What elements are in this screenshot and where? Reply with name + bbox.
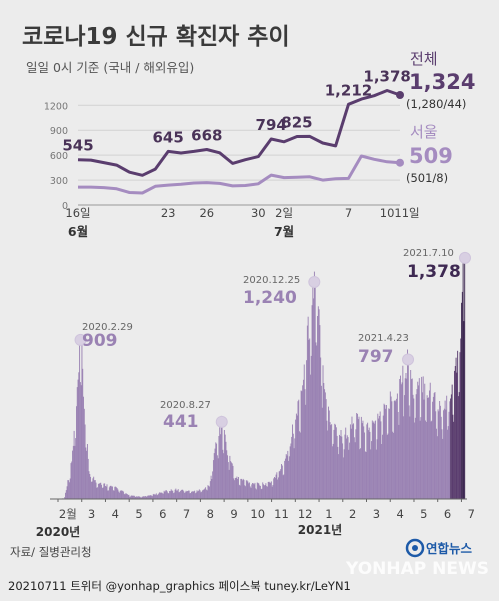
annotation-value: 909 (82, 331, 118, 351)
legend-label-total: 전체 (410, 50, 438, 68)
year-label: 2020년 (36, 525, 80, 539)
month-tick-label: 3 (373, 507, 380, 521)
month-tick-label: 6 (444, 507, 451, 521)
y-tick-label: 300 (50, 176, 68, 187)
y-tick-label: 1200 (44, 101, 68, 112)
x-tick-label: 16일 (65, 206, 90, 220)
footer-credit: 20210711 트위터 @yonhap_graphics 페이스북 tuney… (8, 579, 351, 593)
x-tick-label: 2일 (275, 206, 293, 220)
legend-label-seoul: 서울 (410, 123, 438, 141)
month-tick-label: 6 (159, 507, 166, 521)
month-tick-label: 4 (396, 507, 403, 521)
month-tick-label: 5 (420, 507, 427, 521)
year-label: 2021년 (298, 523, 342, 537)
seoul-value: 509 (409, 144, 453, 168)
month-tick-label: 7 (183, 507, 190, 521)
source-note: 자료/ 질병관리청 (10, 545, 92, 559)
annotation-value: 441 (163, 412, 199, 432)
month-tick-label: 10 (250, 507, 265, 521)
x-tick-label: 10 (380, 206, 395, 220)
annotation-date: 2020.8.27 (160, 400, 211, 411)
peak-marker (309, 277, 320, 288)
page-title: 코로나19 신규 확진자 추이 (22, 24, 290, 50)
annotation-date: 2020.12.25 (243, 275, 300, 286)
annotation-value: 1,240 (243, 288, 297, 308)
annotation-value: 1,378 (407, 262, 461, 282)
month-tick-label: 8 (207, 507, 214, 521)
data-label: 545 (62, 137, 93, 155)
peak-marker (403, 354, 414, 365)
annotation-date: 2021.7.10 (403, 248, 454, 259)
month-tick-label: 7 (468, 507, 475, 521)
annotation-value: 797 (358, 347, 394, 367)
seoul-detail: (501/8) (406, 171, 448, 185)
data-label: 1,378 (363, 68, 410, 86)
line-chart-series (78, 91, 404, 194)
month-tick-label: 1 (325, 507, 332, 521)
month-tick-label: 12 (298, 507, 313, 521)
month-tick-label: 3 (88, 507, 95, 521)
x-tick-label: 30 (251, 206, 266, 220)
month-label: 6월 (68, 224, 88, 239)
footer-bar: 20210711 트위터 @yonhap_graphics 페이스북 tuney… (0, 575, 499, 597)
month-label: 7월 (274, 224, 294, 239)
month-tick-label: 9 (230, 507, 237, 521)
month-tick-label: 4 (112, 507, 119, 521)
month-tick-label: 5 (135, 507, 142, 521)
month-tick-label: 2 (349, 507, 356, 521)
annotation-date: 2021.4.23 (358, 333, 409, 344)
x-tick-label: 23 (161, 206, 176, 220)
total-detail: (1,280/44) (406, 97, 466, 111)
series-line (78, 91, 400, 176)
peak-marker (460, 252, 471, 263)
peak-marker (216, 416, 227, 427)
x-tick-label: 26 (199, 206, 214, 220)
logo-icon-dot (412, 545, 418, 551)
month-tick-label: 2월 (59, 507, 77, 521)
data-label: 668 (191, 127, 222, 145)
yonhap-logo: 연합뉴스 (407, 540, 473, 556)
month-tick-label: 11 (274, 507, 289, 521)
total-value: 1,324 (409, 70, 475, 94)
data-label: 825 (281, 113, 312, 131)
series-end-point (396, 91, 404, 99)
data-label: 645 (153, 128, 184, 146)
x-tick-label: 11일 (394, 206, 419, 220)
x-tick-label: 7 (345, 206, 352, 220)
series-end-point (396, 159, 404, 167)
bar (464, 258, 465, 499)
y-tick-label: 900 (50, 126, 68, 137)
page-subtitle: 일일 0시 기준 (국내 / 해외유입) (26, 60, 194, 75)
logo-text: 연합뉴스 (426, 541, 473, 556)
